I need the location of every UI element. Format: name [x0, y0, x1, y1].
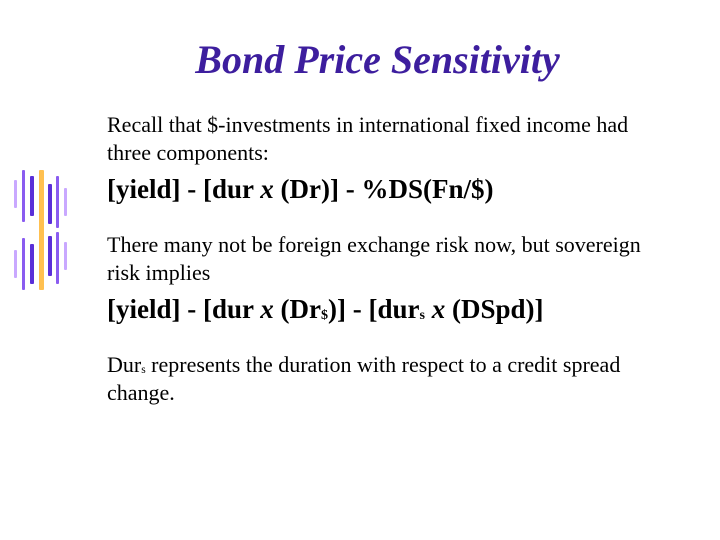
deco-bar: [14, 250, 17, 278]
note-text: Durs represents the duration with respec…: [107, 351, 660, 406]
slide-title: Bond Price Sensitivity: [95, 36, 660, 83]
intro-text-2: There many not be foreign exchange risk …: [107, 231, 660, 286]
slide: Bond Price Sensitivity Recall that $-inv…: [0, 0, 720, 540]
deco-bar: [22, 170, 25, 222]
slide-decoration: [12, 170, 72, 300]
formula-2-seg-e: r: [309, 294, 321, 324]
formula-2-seg-m: Spd)]: [480, 294, 543, 324]
formula-2-seg-k: (: [445, 294, 461, 324]
formula-2-seg-i: [425, 294, 432, 324]
delta-icon: D: [388, 174, 408, 204]
deco-bar: [64, 242, 67, 270]
formula-2-seg-j: x: [432, 294, 446, 324]
formula-2-sub-dollar: $: [321, 307, 328, 323]
slide-body: Recall that $-investments in internation…: [95, 111, 660, 406]
delta-icon: D: [290, 174, 310, 204]
deco-bar: [39, 170, 44, 290]
formula-1-seg-a: [yield] - [dur: [107, 174, 260, 204]
intro-text-1: Recall that $-investments in internation…: [107, 111, 660, 166]
formula-1-seg-e: r)] - %: [309, 174, 388, 204]
formula-1-seg-c: (: [274, 174, 290, 204]
note-seg-c: represents the duration with respect to …: [107, 352, 620, 405]
formula-2-seg-b: x: [260, 294, 274, 324]
formula-1: [yield] - [dur x (Dr)] - %DS(Fn/$): [107, 174, 660, 205]
note-seg-a: Dur: [107, 352, 141, 377]
deco-bar: [30, 244, 34, 284]
formula-2-sub-s: s: [419, 307, 424, 323]
formula-2-seg-c: (: [274, 294, 290, 324]
note-sub-s: s: [141, 364, 145, 376]
formula-1-seg-b: x: [260, 174, 274, 204]
formula-1-seg-g: S(Fn/$): [408, 174, 494, 204]
formula-2-seg-a: [yield] - [dur: [107, 294, 260, 324]
formula-2: [yield] - [dur x (Dr$)] - [durs x (DSpd)…: [107, 294, 660, 325]
formula-2-seg-g: )] - [dur: [328, 294, 419, 324]
deco-bar: [56, 232, 59, 284]
deco-bar: [48, 184, 52, 224]
deco-bar: [22, 238, 25, 290]
delta-icon: D: [290, 294, 310, 324]
deco-bar: [48, 236, 52, 276]
deco-bar: [30, 176, 34, 216]
deco-bar: [56, 176, 59, 228]
delta-icon: D: [461, 294, 481, 324]
deco-bar: [14, 180, 17, 208]
deco-bar: [64, 188, 67, 216]
